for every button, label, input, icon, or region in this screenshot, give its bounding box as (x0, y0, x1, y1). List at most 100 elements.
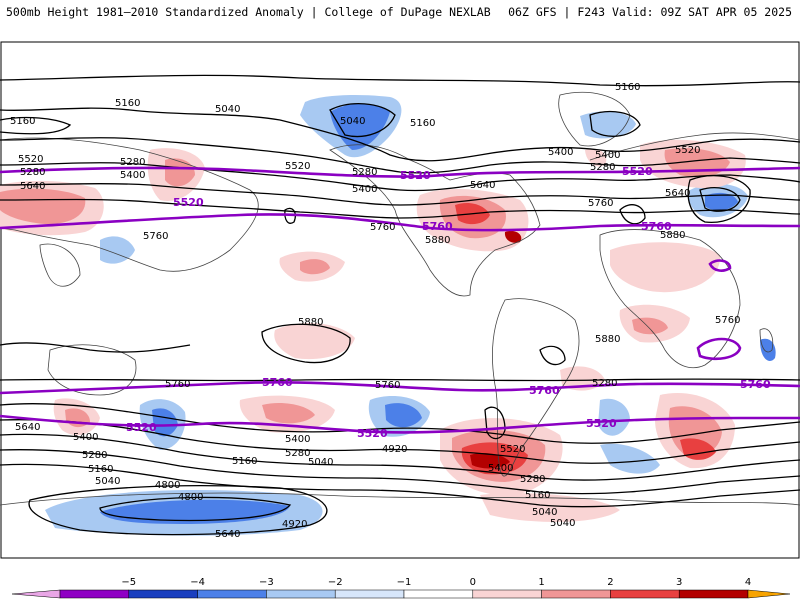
colorbar-segment (197, 589, 267, 599)
contour-label: 5400 (548, 147, 573, 158)
key-contour-labels: 5520 5520 5520 5760 5760 5760 5760 5760 … (126, 165, 771, 440)
contour-5760-north (0, 213, 800, 232)
contour-5520-north (0, 166, 800, 178)
colorbar-tick-label: −3 (259, 577, 274, 588)
contour-label: 5280 (590, 162, 615, 173)
key-contour-label: 5520 (357, 427, 388, 440)
contour-label: 4800 (155, 480, 180, 491)
colorbar-min-triangle (11, 589, 61, 599)
contour-label: 5040 (308, 457, 333, 468)
contour-label: 5160 (10, 116, 35, 127)
anomaly-shading (0, 94, 776, 536)
colorbar-segment (266, 589, 336, 599)
contour-label: 5040 (340, 116, 365, 127)
height-contours (0, 74, 800, 536)
contour-label: 5160 (88, 464, 113, 475)
contour-5760-africa (696, 337, 742, 361)
key-contour-label: 5760 (641, 220, 672, 233)
colorbar-segment (59, 589, 130, 599)
pos-anomaly-pacific-mid (274, 323, 355, 360)
contour-label: 5520 (18, 154, 43, 165)
contour-label: 5640 (20, 181, 45, 192)
pos-anomaly-n-pacific-core (300, 259, 330, 275)
pos-anomaly-s-indian-2 (480, 493, 620, 522)
contour-label: 5760 (165, 379, 190, 390)
colorbar-segment (128, 589, 198, 599)
contour-label: 5760 (588, 198, 613, 209)
colorbar-tick-label: −5 (121, 577, 136, 588)
contour-label: 5040 (532, 507, 557, 518)
pos-anomaly-e-asia-mid (165, 158, 195, 187)
colorbar-tick-label: 3 (676, 577, 682, 588)
neg-anomaly-pacific-south-core (152, 408, 178, 437)
contour-label: 5400 (352, 184, 377, 195)
colorbar-tick-label: 1 (538, 577, 544, 588)
contour-label: 5160 (115, 98, 140, 109)
key-contour-label: 5520 (173, 196, 204, 209)
contour-label: 4920 (282, 519, 307, 530)
contour-label: 5280 (82, 450, 107, 461)
contour-label: 5160 (525, 490, 550, 501)
contour-label: 5880 (660, 230, 685, 241)
key-contour-label: 5520 (586, 417, 617, 430)
pos-anomaly-n-africa (610, 242, 721, 293)
coast-madagascar (759, 328, 774, 353)
coast-s-america (492, 298, 580, 477)
colorbar-tick-label: 0 (470, 577, 476, 588)
colorbar-tick-label: 4 (745, 577, 751, 588)
contour-label: 5880 (298, 317, 323, 328)
colorbar-max-triangle (747, 589, 791, 599)
contour-5520-south (0, 414, 800, 434)
contour-label: 5280 (120, 157, 145, 168)
colorbar-tick-label: 2 (607, 577, 613, 588)
key-contour-label: 5760 (262, 376, 293, 389)
pos-anomaly-w-europe (585, 148, 607, 167)
pos-anomaly-c-africa-mid (632, 317, 668, 335)
contour-5760-south (0, 381, 800, 395)
contour-label: 5760 (715, 315, 740, 326)
contour-label: 5760 (370, 222, 395, 233)
contour-label: 5520 (285, 161, 310, 172)
model-run-info: 06Z GFS | F243 Valid: 09Z SAT APR 05 202… (508, 5, 792, 19)
neg-anomaly-e-africa (760, 338, 776, 361)
contour-label: 5520 (500, 444, 525, 455)
contour-label: 5040 (215, 104, 240, 115)
contour-label: 5880 (425, 235, 450, 246)
contour-label: 5400 (595, 150, 620, 161)
coast-greenland (558, 92, 631, 147)
key-contour-label: 5520 (622, 165, 653, 178)
neg-anomaly-europe-core (705, 192, 738, 211)
contour-label: 5160 (232, 456, 257, 467)
colorbar-segment (472, 589, 542, 599)
pos-anomaly-s-america-south-max (470, 452, 510, 469)
contour-label: 5160 (410, 118, 435, 129)
coast-n-america (329, 144, 541, 297)
pos-anomaly-w-asia-mid (0, 188, 86, 225)
contour-label: 5760 (143, 231, 168, 242)
contour-label: 5880 (595, 334, 620, 345)
contour-label: 5280 (592, 378, 617, 389)
key-contour-label: 5760 (529, 384, 560, 397)
colorbar-tick-label: −4 (190, 577, 205, 588)
contour-5760-sahara (708, 259, 732, 272)
neg-anomaly-indian (598, 398, 630, 436)
contour-label: 5640 (470, 180, 495, 191)
contour-label: 5400 (285, 434, 310, 445)
map-frame (0, 41, 800, 559)
key-contour-label: 5520 (126, 421, 157, 434)
pos-anomaly-s-pacific-mid (262, 403, 315, 424)
neg-anomaly-asia (100, 236, 135, 264)
coast-australia (47, 344, 137, 396)
colorbar-tick-label: −1 (397, 577, 412, 588)
pos-anomaly-e-us-max (504, 230, 522, 243)
coast-india (39, 243, 81, 287)
coast-antarctica (0, 492, 800, 506)
colorbar-segment (610, 589, 680, 599)
contour-label: 5280 (20, 167, 45, 178)
key-contour-label: 5520 (400, 169, 431, 182)
contour-label: 5400 (488, 463, 513, 474)
contour-label: 5040 (550, 518, 575, 529)
contour-label: 5280 (285, 448, 310, 459)
map-title: 500mb Height 1981–2010 Standardized Anom… (6, 5, 491, 19)
